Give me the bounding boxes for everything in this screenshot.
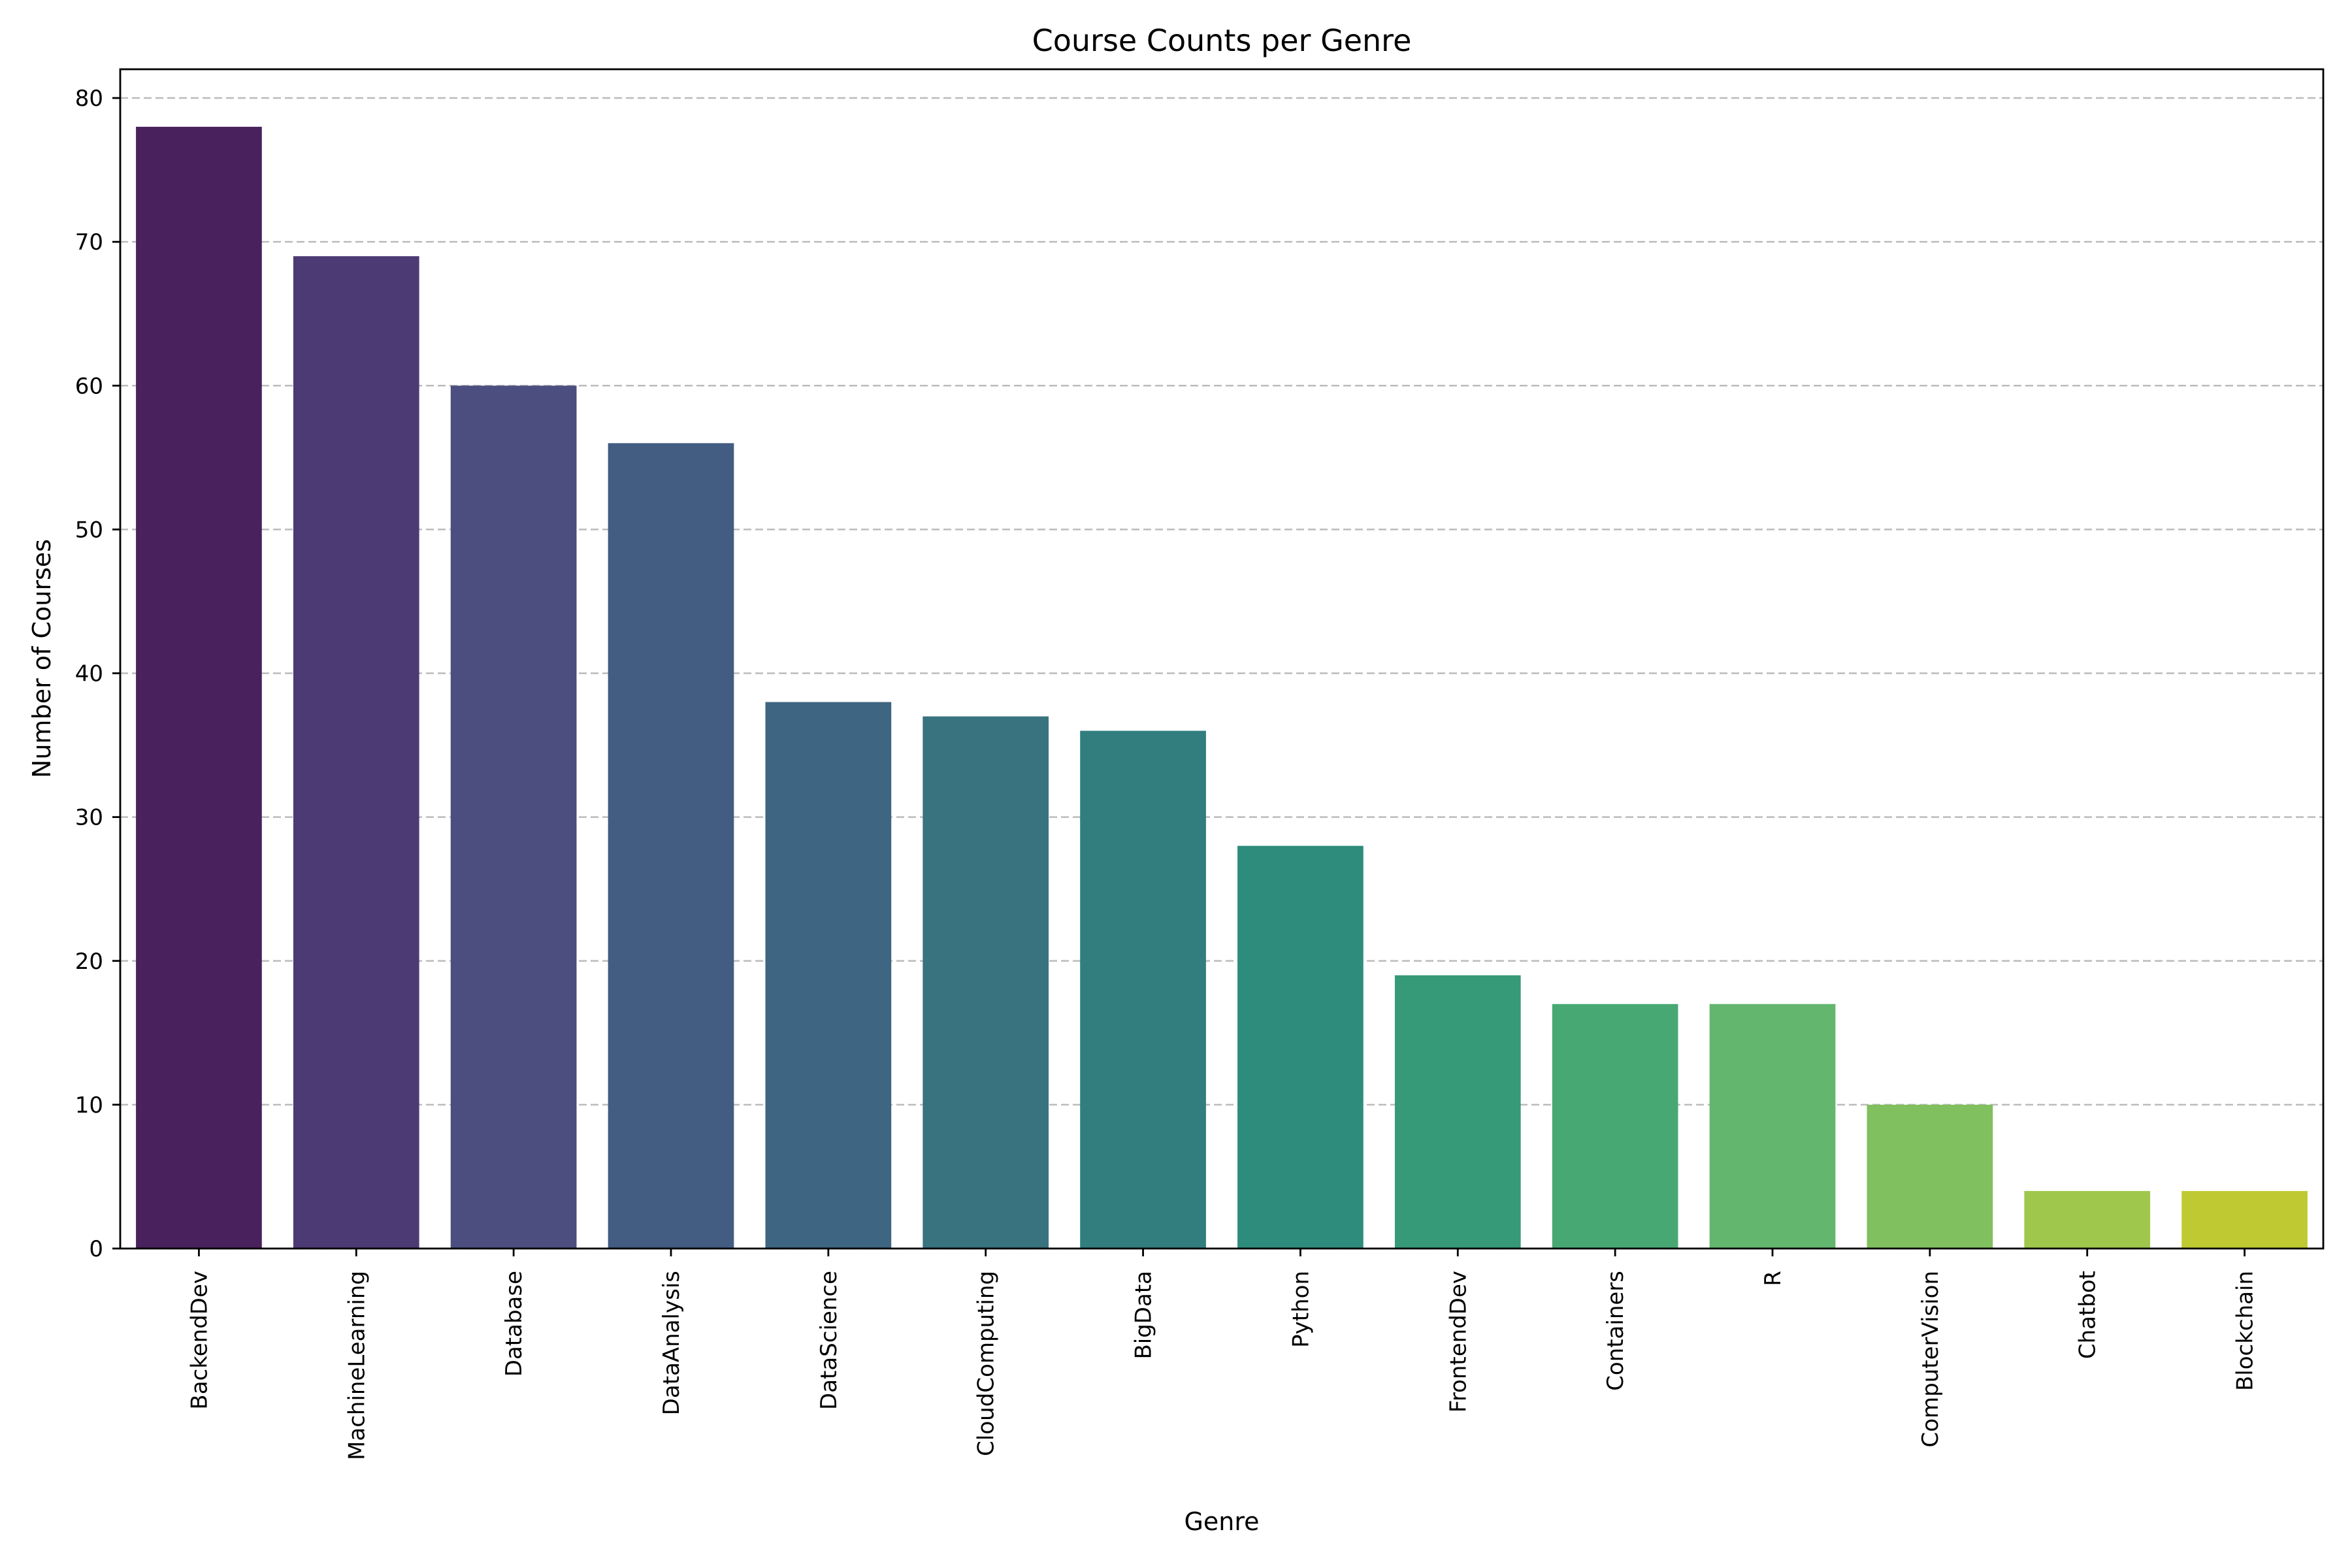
x-tick-label-Database: Database xyxy=(501,1271,527,1377)
bar-DataScience xyxy=(765,702,892,1249)
bar-BackendDev xyxy=(136,127,262,1249)
x-tick-label-Containers: Containers xyxy=(1603,1271,1629,1391)
bar-Chatbot xyxy=(2024,1190,2151,1249)
x-axis-ticks: BackendDev MachineLearning Database DataAna… xyxy=(186,1249,2259,1460)
x-tick-label-FrontendDev: FrontendDev xyxy=(1445,1271,1471,1413)
y-tick-label-70: 70 xyxy=(75,229,103,255)
chart-title: Course Counts per Genre xyxy=(1032,23,1412,58)
y-tick-label-10: 10 xyxy=(75,1092,103,1119)
y-tick-label-40: 40 xyxy=(75,661,103,687)
x-tick-label-R: R xyxy=(1760,1271,1786,1286)
x-tick-label-BigData: BigData xyxy=(1131,1271,1157,1360)
bar-BigData xyxy=(1080,730,1206,1249)
x-tick-label-CloudComputing: CloudComputing xyxy=(973,1271,1000,1456)
x-tick-label-MachineLearning: MachineLearning xyxy=(344,1271,370,1460)
x-tick-label-DataScience: DataScience xyxy=(816,1271,842,1410)
x-tick-label-Blockchain: Blockchain xyxy=(2232,1271,2259,1391)
bar-CloudComputing xyxy=(923,716,1049,1249)
bar-MachineLearning xyxy=(293,256,419,1249)
bar-ComputerVision xyxy=(1867,1104,1993,1249)
bar-R xyxy=(1709,1004,1836,1249)
y-tick-label-30: 30 xyxy=(75,805,103,831)
y-tick-label-60: 60 xyxy=(75,373,103,399)
y-axis-title: Number of Courses xyxy=(27,539,56,778)
bar-Database xyxy=(450,385,577,1249)
x-tick-label-Python: Python xyxy=(1288,1271,1314,1348)
bar-Python xyxy=(1237,845,1364,1249)
bars xyxy=(136,127,2308,1249)
x-tick-label-BackendDev: BackendDev xyxy=(186,1271,212,1410)
y-tick-label-80: 80 xyxy=(75,86,103,112)
bar-Blockchain xyxy=(2181,1190,2308,1249)
plot-frame xyxy=(119,68,2325,1250)
y-tick-label-20: 20 xyxy=(75,949,103,975)
bar-Containers xyxy=(1552,1004,1678,1249)
x-tick-label-Chatbot: Chatbot xyxy=(2075,1271,2101,1359)
y-tick-label-50: 50 xyxy=(75,517,103,543)
x-tick-label-ComputerVision: ComputerVision xyxy=(1918,1271,1944,1448)
y-tick-label-0: 0 xyxy=(89,1236,103,1262)
x-axis-title: Genre xyxy=(1184,1507,1259,1536)
x-tick-label-DataAnalysis: DataAnalysis xyxy=(659,1271,685,1415)
bar-FrontendDev xyxy=(1394,975,1521,1249)
y-axis-ticks: 0 10 20 30 40 50 60 70 80 xyxy=(75,86,120,1262)
bar-DataAnalysis xyxy=(608,443,734,1249)
